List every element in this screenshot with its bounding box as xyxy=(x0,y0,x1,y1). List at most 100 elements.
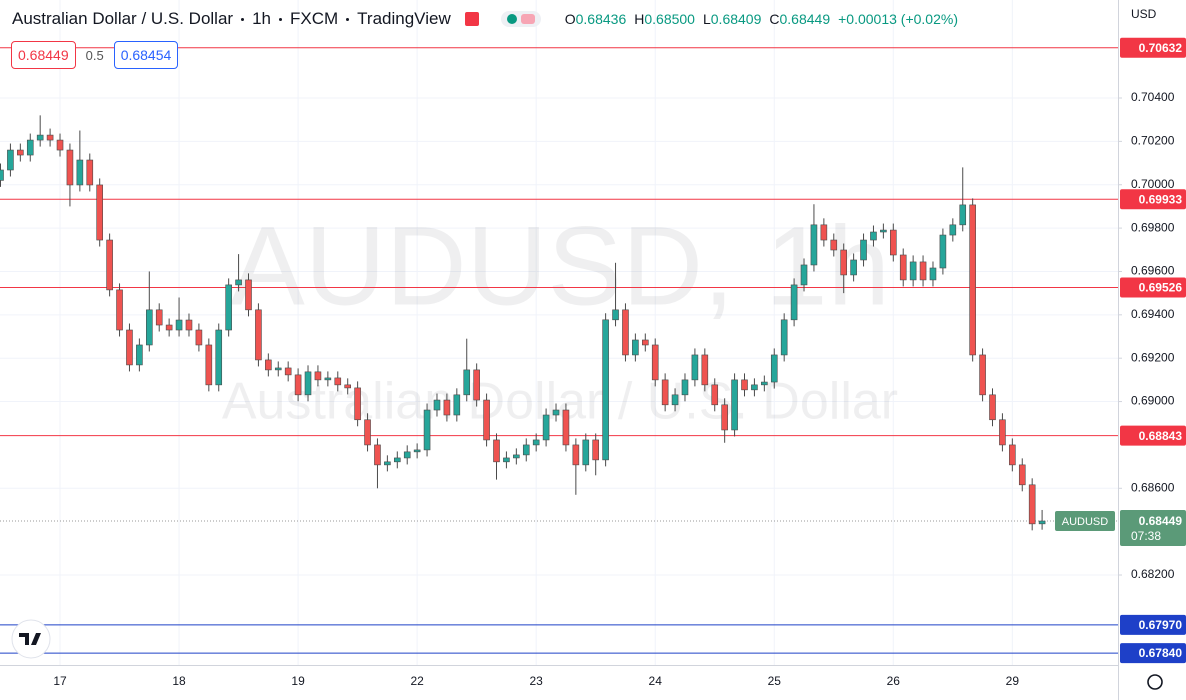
candle-body xyxy=(235,279,242,286)
spread: 0.5 xyxy=(85,47,104,63)
candle-body xyxy=(552,409,560,416)
candle-body xyxy=(870,231,877,241)
candle-body xyxy=(522,444,530,456)
price-tag xyxy=(1120,614,1186,635)
candle-body xyxy=(919,261,927,281)
watermark-name: Australian Dollar / U.S. Dollar xyxy=(222,373,898,431)
candle-body xyxy=(929,267,937,281)
logo-mark xyxy=(19,633,41,645)
countdown: 07:38 xyxy=(1131,529,1161,543)
y-tick-label: 0.70200 xyxy=(1131,134,1175,148)
time-axis xyxy=(0,665,1118,700)
y-tick-label: 0.70000 xyxy=(1131,177,1175,191)
price-tag-label: 0.67840 xyxy=(1139,646,1183,660)
x-tick-label: 29 xyxy=(1006,674,1020,688)
ohlc: O0.68436 H0.68500 L0.68409 C0.68449 xyxy=(565,11,838,27)
flag-icon[interactable] xyxy=(464,12,479,26)
candle-body xyxy=(761,381,768,386)
ohlc-value: 0.68436 xyxy=(575,11,627,27)
candle-body xyxy=(681,379,689,396)
candle-body xyxy=(146,309,153,346)
x-tick-label: 24 xyxy=(649,674,663,688)
y-tick-label: 0.69200 xyxy=(1131,350,1175,364)
sell-button[interactable]: 0.68449 xyxy=(11,41,76,69)
candle-body xyxy=(155,309,163,326)
candle-body xyxy=(1038,520,1046,525)
candle-body xyxy=(850,259,857,276)
source: FXCM xyxy=(290,9,339,28)
price-tag xyxy=(1120,277,1186,298)
candle-body xyxy=(463,369,471,396)
ohlc-value: 0.68449 xyxy=(779,11,831,27)
price-tag xyxy=(1120,37,1186,58)
candle-body xyxy=(582,439,590,466)
candle-body xyxy=(671,394,679,406)
candle-body xyxy=(572,444,580,466)
candle-body xyxy=(17,149,24,156)
candle-body xyxy=(840,249,848,276)
candle-body xyxy=(106,239,113,291)
candle-body xyxy=(403,451,411,459)
candle-body xyxy=(374,444,381,466)
candle-body xyxy=(989,394,996,421)
candle-body xyxy=(632,339,639,356)
price-tag-label: 0.69526 xyxy=(1139,281,1183,295)
price-tag-label: 0.68843 xyxy=(1139,429,1183,443)
candle-body xyxy=(542,414,550,441)
y-tick-label: 0.68200 xyxy=(1131,567,1175,581)
candle-body xyxy=(344,384,352,389)
ohlc-value: 0.68409 xyxy=(710,11,762,27)
settings-button[interactable] xyxy=(1147,674,1163,690)
symbol-tag-label: AUDUSD xyxy=(1062,516,1109,528)
x-tick-label: 19 xyxy=(291,674,305,688)
candle-body xyxy=(76,159,84,186)
candle-body xyxy=(939,234,947,269)
candle-body xyxy=(999,419,1006,446)
ohlc-value: 0.68500 xyxy=(644,11,695,27)
ohlc-prefix: L xyxy=(702,11,711,27)
candle-body xyxy=(701,354,709,386)
candle-body xyxy=(592,439,600,461)
candle-body xyxy=(1009,444,1016,466)
candle-body xyxy=(899,254,907,281)
symbol-title: Australian Dollar / U.S. Dollar xyxy=(12,9,234,28)
last-price-label: 0.68449 xyxy=(1139,514,1183,528)
candle-body xyxy=(513,454,520,459)
candle-body xyxy=(304,371,312,396)
interval[interactable]: 1h xyxy=(252,9,271,28)
y-tick-label: 0.69000 xyxy=(1131,394,1175,408)
buy-button[interactable]: 0.68454 xyxy=(113,41,179,69)
candle-body xyxy=(126,329,133,366)
y-tick-label: 0.69600 xyxy=(1131,264,1175,278)
candle-body xyxy=(721,404,728,431)
ohlc-prefix: O xyxy=(564,11,576,27)
candle-body xyxy=(136,344,143,366)
ohlc-prefix: H xyxy=(634,11,645,27)
separator xyxy=(279,17,282,21)
candle-body xyxy=(880,229,887,233)
candle-body xyxy=(453,394,461,416)
candle-body xyxy=(909,261,917,281)
candle-body xyxy=(651,344,659,381)
price-tag-label: 0.67970 xyxy=(1139,618,1183,632)
candle-body xyxy=(810,224,818,266)
candle-body xyxy=(255,309,262,361)
candle-body xyxy=(245,279,252,311)
candle-body xyxy=(493,439,500,463)
symbol-tag xyxy=(1055,511,1115,532)
candle-body xyxy=(731,379,738,431)
status-pill[interactable] xyxy=(500,11,541,27)
currency-label: USD xyxy=(1131,7,1157,21)
candle-body xyxy=(612,309,619,321)
candle-body xyxy=(215,329,223,386)
candle-body xyxy=(413,449,421,453)
candle-body xyxy=(780,319,788,356)
candle-body xyxy=(483,399,490,441)
logo xyxy=(11,619,51,659)
candle-body xyxy=(364,419,371,446)
candle-body xyxy=(314,371,322,381)
candle-body xyxy=(7,149,14,171)
candle-body xyxy=(0,169,4,181)
candle-body xyxy=(185,319,193,331)
candle-body xyxy=(562,409,570,446)
